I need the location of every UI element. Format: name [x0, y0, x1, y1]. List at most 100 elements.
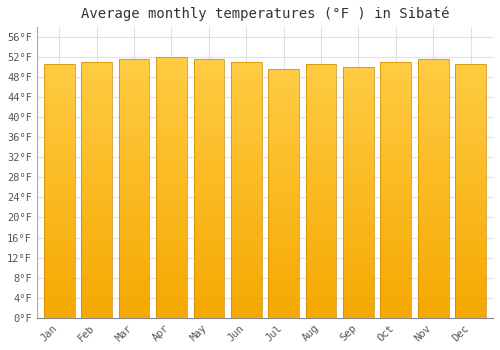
Bar [306, 242, 336, 247]
Bar [306, 282, 336, 287]
Bar [418, 287, 448, 292]
Bar [380, 313, 411, 318]
Bar [82, 82, 112, 88]
Bar [44, 166, 74, 171]
Bar [82, 272, 112, 277]
Bar [44, 232, 74, 237]
Bar [194, 245, 224, 251]
Bar [268, 218, 299, 223]
Bar [194, 282, 224, 287]
Bar [456, 90, 486, 95]
Bar [456, 287, 486, 293]
Bar [118, 230, 150, 235]
Bar [44, 110, 74, 115]
Bar [44, 298, 74, 303]
Bar [418, 137, 448, 142]
Bar [268, 268, 299, 273]
Bar [231, 123, 262, 128]
Bar [44, 303, 74, 308]
Bar [268, 263, 299, 268]
Bar [456, 222, 486, 226]
Bar [194, 101, 224, 106]
Bar [418, 116, 448, 121]
Bar [268, 139, 299, 144]
Bar [156, 281, 187, 287]
Bar [82, 251, 112, 257]
Bar [306, 303, 336, 308]
Bar [156, 287, 187, 292]
Bar [380, 67, 411, 72]
Bar [156, 135, 187, 140]
Bar [194, 153, 224, 158]
Bar [231, 169, 262, 175]
Bar [380, 246, 411, 251]
Bar [156, 302, 187, 307]
Bar [456, 232, 486, 237]
Bar [456, 105, 486, 110]
Bar [118, 80, 150, 85]
Bar [44, 222, 74, 226]
Bar [268, 313, 299, 318]
Bar [231, 77, 262, 82]
Bar [456, 135, 486, 140]
Bar [268, 293, 299, 298]
Bar [231, 195, 262, 200]
Bar [44, 115, 74, 120]
Bar [156, 297, 187, 302]
Bar [194, 220, 224, 225]
Bar [118, 60, 150, 318]
Bar [343, 313, 374, 318]
Bar [380, 93, 411, 98]
Bar [44, 70, 74, 75]
Bar [44, 105, 74, 110]
Bar [118, 282, 150, 287]
Bar [343, 228, 374, 232]
Bar [343, 262, 374, 268]
Bar [343, 223, 374, 228]
Bar [82, 77, 112, 82]
Bar [343, 97, 374, 102]
Bar [418, 183, 448, 189]
Bar [268, 223, 299, 229]
Bar [343, 288, 374, 293]
Bar [380, 185, 411, 190]
Bar [231, 272, 262, 277]
Bar [418, 276, 448, 282]
Bar [231, 267, 262, 272]
Bar [231, 164, 262, 169]
Bar [306, 191, 336, 196]
Bar [231, 313, 262, 318]
Bar [156, 245, 187, 250]
Bar [231, 210, 262, 216]
Bar [156, 271, 187, 276]
Bar [306, 150, 336, 156]
Bar [82, 195, 112, 200]
Bar [118, 85, 150, 90]
Bar [44, 135, 74, 140]
Bar [118, 271, 150, 276]
Bar [44, 95, 74, 100]
Bar [268, 149, 299, 154]
Bar [118, 266, 150, 271]
Bar [268, 129, 299, 134]
Bar [44, 308, 74, 313]
Bar [268, 308, 299, 313]
Bar [343, 72, 374, 77]
Bar [82, 149, 112, 154]
Bar [456, 262, 486, 267]
Bar [268, 184, 299, 189]
Bar [456, 308, 486, 313]
Bar [156, 146, 187, 151]
Bar [156, 198, 187, 203]
Bar [231, 220, 262, 226]
Bar [156, 187, 187, 192]
Bar [456, 303, 486, 308]
Bar [156, 72, 187, 78]
Bar [268, 124, 299, 129]
Bar [418, 132, 448, 137]
Bar [156, 234, 187, 239]
Bar [194, 297, 224, 302]
Bar [194, 75, 224, 80]
Bar [156, 266, 187, 271]
Bar [231, 118, 262, 123]
